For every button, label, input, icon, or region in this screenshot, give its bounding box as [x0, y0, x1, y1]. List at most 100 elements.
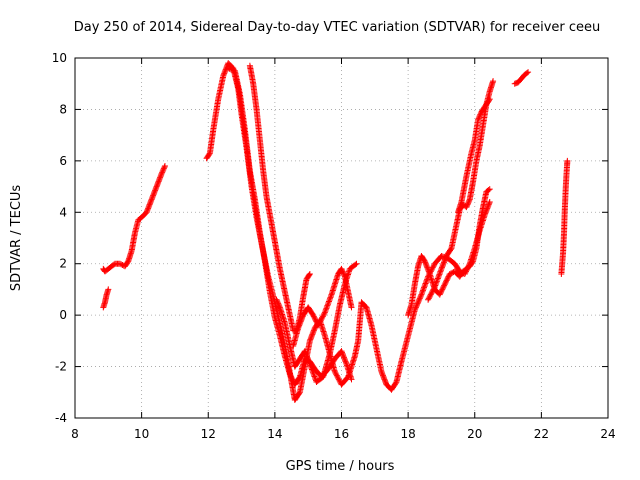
- data-point: [424, 265, 431, 272]
- data-point: [441, 281, 448, 288]
- data-point: [105, 286, 112, 293]
- x-tick-label: 22: [534, 427, 549, 441]
- data-point: [289, 376, 296, 383]
- data-point: [160, 165, 167, 172]
- data-point: [435, 272, 442, 279]
- data-point: [295, 323, 302, 330]
- data-point: [226, 65, 233, 72]
- data-point: [419, 288, 426, 295]
- grid: [75, 58, 608, 418]
- data-point: [324, 302, 331, 309]
- data-point: [432, 282, 439, 289]
- data-point: [316, 319, 323, 326]
- data-point: [161, 163, 168, 169]
- y-tick-label: 0: [59, 308, 67, 322]
- data-point: [274, 299, 281, 306]
- data-point: [485, 187, 492, 193]
- data-point: [438, 289, 445, 295]
- data-point: [273, 296, 280, 303]
- data-point: [327, 292, 334, 299]
- data-point: [336, 377, 343, 384]
- chart-title: Day 250 of 2014, Sidereal Day-to-day VTE…: [74, 20, 601, 35]
- data-point: [490, 78, 497, 85]
- data-point: [380, 375, 387, 382]
- data-point: [466, 197, 473, 204]
- data-point: [429, 287, 436, 294]
- data-point: [310, 313, 317, 320]
- y-tick-label: 2: [59, 257, 67, 271]
- x-tick-label: 18: [400, 427, 415, 441]
- data-point: [437, 290, 444, 297]
- data-point: [339, 268, 346, 275]
- data-point: [222, 67, 229, 74]
- data-point: [319, 314, 326, 321]
- x-axis-title: GPS time / hours: [286, 459, 395, 474]
- data-point: [486, 199, 493, 205]
- data-point: [275, 300, 282, 307]
- data-point: [465, 200, 472, 207]
- data-point: [149, 195, 156, 202]
- data-point: [308, 366, 315, 373]
- data-point: [439, 286, 446, 293]
- data-point: [430, 263, 437, 270]
- data-point: [437, 267, 444, 274]
- data-point: [435, 274, 442, 281]
- data-point: [340, 269, 347, 276]
- data-point: [433, 279, 440, 286]
- x-tick-label: 8: [71, 427, 79, 441]
- series-arc-11: [511, 69, 532, 87]
- data-point: [475, 115, 482, 122]
- data-point: [319, 313, 326, 320]
- data-point: [425, 295, 432, 302]
- data-point: [418, 291, 425, 298]
- data-point: [438, 287, 445, 294]
- data-point: [441, 282, 448, 289]
- y-tick-label: 4: [59, 205, 67, 219]
- data-point: [433, 278, 440, 285]
- data-point: [326, 295, 333, 302]
- data-point: [465, 199, 472, 205]
- data-point: [414, 301, 421, 308]
- data-point: [147, 199, 154, 205]
- data-point: [437, 268, 444, 275]
- data-point: [341, 272, 348, 279]
- data-point: [464, 201, 471, 208]
- data-point: [296, 390, 303, 397]
- data-point: [486, 186, 493, 193]
- data-point: [310, 372, 317, 379]
- data-point: [440, 283, 447, 290]
- x-tick-label: 16: [334, 427, 349, 441]
- data-point: [523, 70, 530, 76]
- data-point: [306, 359, 313, 366]
- data-point: [422, 280, 429, 287]
- data-point: [315, 321, 322, 328]
- data-point: [434, 276, 441, 283]
- data-point: [160, 166, 167, 173]
- y-tick-label: -4: [55, 411, 67, 425]
- data-point: [308, 365, 315, 372]
- y-axis-title: SDTVAR / TECUs: [9, 185, 24, 292]
- x-tick-label: 14: [267, 427, 282, 441]
- data-point: [150, 191, 157, 198]
- data-point: [486, 96, 493, 103]
- data-point: [348, 304, 355, 311]
- data-point: [287, 372, 294, 379]
- data-point: [159, 168, 166, 175]
- data-point: [322, 306, 329, 313]
- data-point: [333, 371, 340, 378]
- data-point: [425, 296, 432, 303]
- data-point: [486, 97, 493, 104]
- data-point: [331, 368, 338, 375]
- data-point: [310, 312, 317, 319]
- data-point: [276, 303, 283, 310]
- data-point: [275, 301, 282, 308]
- data-point: [312, 316, 319, 322]
- data-point: [475, 116, 482, 123]
- data-point: [431, 285, 438, 292]
- data-point: [417, 294, 424, 301]
- data-point: [427, 292, 434, 299]
- data-point: [158, 170, 165, 177]
- data-point: [157, 174, 164, 181]
- data-point: [423, 277, 430, 284]
